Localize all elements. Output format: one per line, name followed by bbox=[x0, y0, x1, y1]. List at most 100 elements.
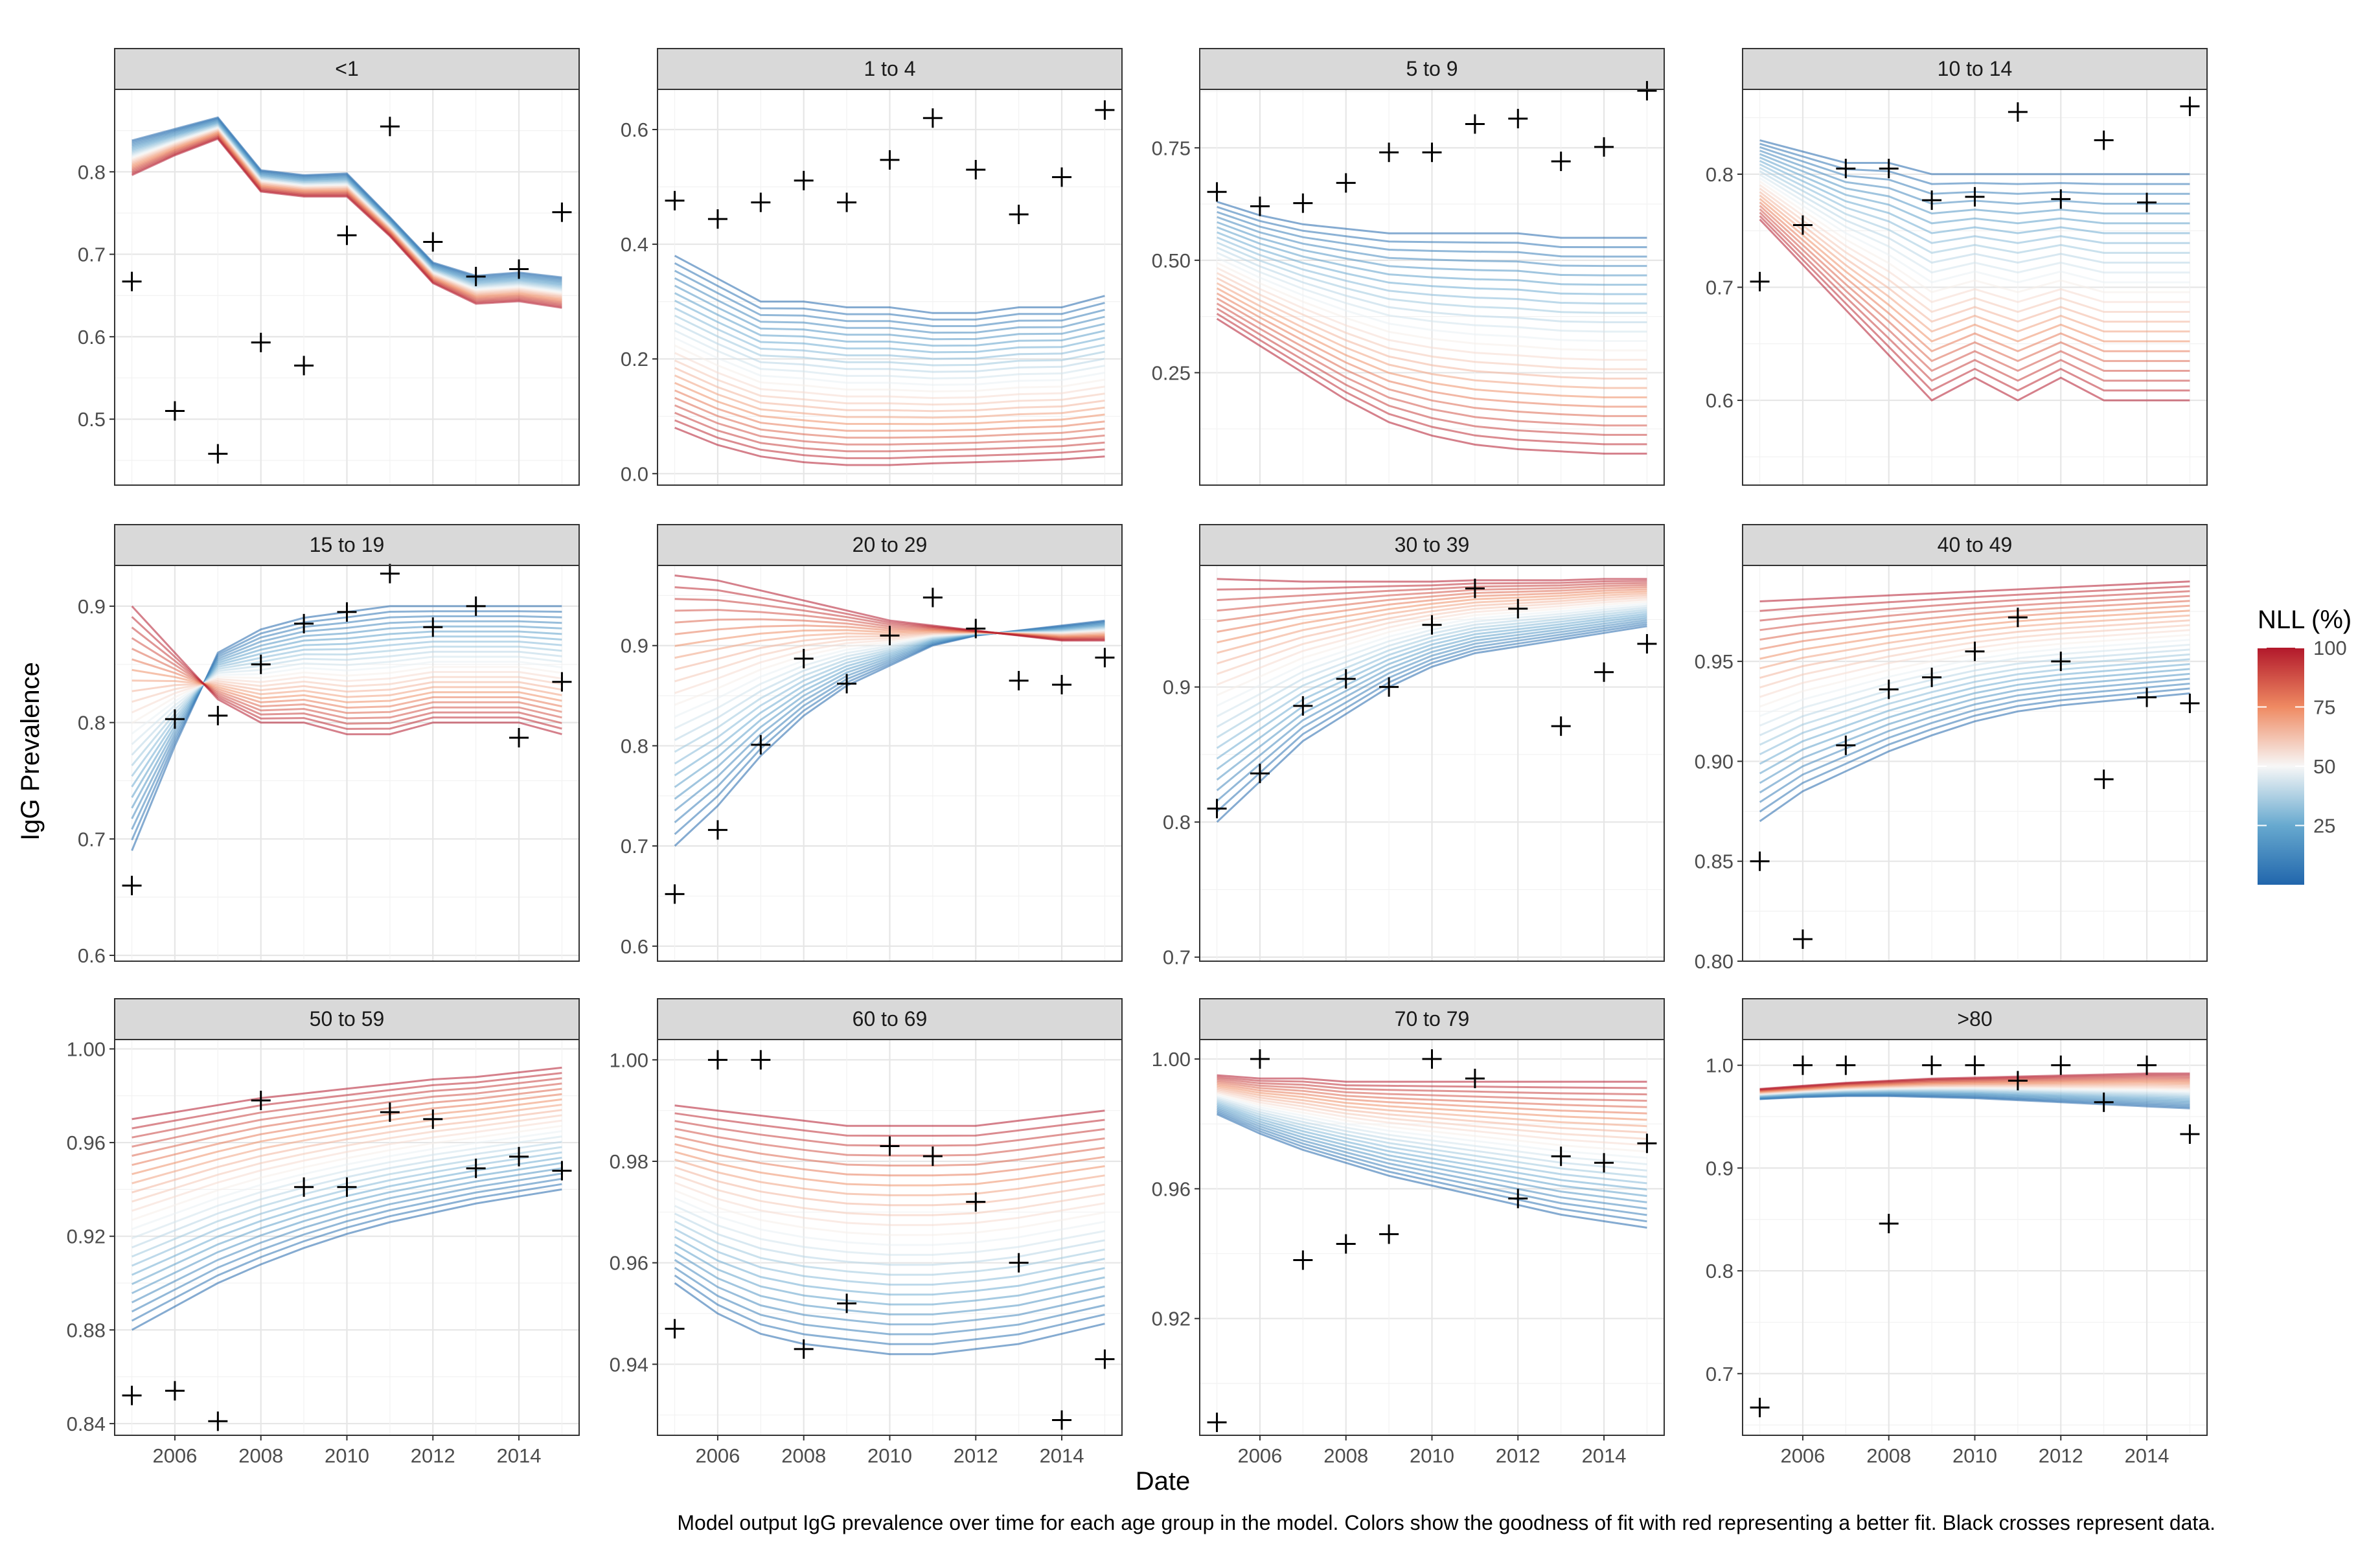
y-tick-label: 0.9 bbox=[621, 635, 648, 657]
model-line bbox=[1216, 267, 1647, 361]
model-line bbox=[131, 1172, 562, 1304]
y-tick-label: 0.98 bbox=[610, 1150, 648, 1173]
model-line bbox=[1217, 1089, 1647, 1140]
model-line bbox=[1216, 625, 1647, 823]
model-line bbox=[674, 269, 1105, 328]
legend-ticks: 100 75 50 25 bbox=[2258, 637, 2347, 837]
data-cross bbox=[1207, 1412, 1227, 1432]
facet-panels: <1 0.5 0.6 0.7 0.8 1 to 4 0.0 0.2 0.4 0.6 5 to 9 0.… bbox=[67, 48, 2208, 1467]
data-cross bbox=[1637, 633, 1657, 654]
y-tick-label: 0.94 bbox=[610, 1353, 648, 1376]
data-cross bbox=[880, 150, 900, 170]
y-tick-label: 0.4 bbox=[621, 233, 648, 256]
x-tick-label: 2006 bbox=[1237, 1444, 1282, 1467]
data-cross bbox=[1879, 1214, 1899, 1234]
model-line bbox=[1759, 692, 2190, 823]
data-cross bbox=[1594, 1153, 1614, 1173]
model-line bbox=[674, 277, 1105, 334]
model-line bbox=[1217, 1084, 1647, 1121]
data-cross bbox=[2137, 1055, 2157, 1075]
y-tick-label: 0.6 bbox=[621, 119, 648, 141]
y-tick-label: 0.6 bbox=[621, 935, 648, 958]
y-tick-label: 0.92 bbox=[67, 1225, 106, 1248]
x-tick-label: 2014 bbox=[1582, 1444, 1627, 1467]
y-tick-label: 0.7 bbox=[1163, 946, 1191, 969]
model-line bbox=[1217, 592, 1647, 654]
model-line bbox=[1759, 212, 2190, 382]
data-cross bbox=[337, 1177, 357, 1197]
model-line bbox=[1216, 297, 1647, 417]
model-line bbox=[674, 1189, 1105, 1236]
x-tick-label: 2014 bbox=[497, 1444, 542, 1467]
model-line bbox=[674, 1150, 1105, 1187]
y-tick-label: 0.84 bbox=[67, 1413, 106, 1435]
model-line bbox=[132, 1066, 562, 1121]
y-tick-label: 0.9 bbox=[1163, 676, 1191, 699]
model-line bbox=[1759, 663, 2190, 765]
model-line bbox=[1217, 1099, 1647, 1178]
model-line bbox=[674, 1220, 1105, 1276]
figure-caption: Model output IgG prevalence over time fo… bbox=[677, 1511, 2215, 1534]
model-line bbox=[132, 1098, 562, 1176]
panel-strip bbox=[657, 524, 1123, 566]
model-line bbox=[1759, 191, 2190, 323]
panel-border bbox=[114, 89, 580, 486]
data-cross bbox=[423, 232, 443, 252]
data-cross bbox=[2180, 693, 2200, 713]
x-tick-label: 2008 bbox=[238, 1444, 283, 1467]
model-line bbox=[1217, 205, 1647, 249]
x-tick-label: 2006 bbox=[695, 1444, 740, 1467]
model-line bbox=[1217, 216, 1647, 267]
model-line bbox=[674, 284, 1105, 341]
model-line bbox=[1759, 677, 2190, 793]
model-line bbox=[1217, 1104, 1647, 1197]
model-line bbox=[1217, 594, 1647, 665]
data-cross bbox=[1836, 735, 1856, 755]
model-line bbox=[132, 1109, 562, 1194]
data-cross bbox=[1465, 1069, 1485, 1089]
model-line bbox=[131, 1188, 562, 1331]
data-cross bbox=[337, 225, 357, 245]
legend-tick-label: 100 bbox=[2313, 637, 2347, 659]
model-line bbox=[1216, 287, 1647, 398]
model-line bbox=[1759, 177, 2190, 284]
x-tick-label: 2012 bbox=[1496, 1444, 1540, 1467]
model-line bbox=[674, 352, 1105, 400]
model-line bbox=[1217, 211, 1647, 258]
model-line bbox=[1217, 236, 1647, 305]
data-cross bbox=[1836, 159, 1856, 179]
model-line bbox=[674, 322, 1105, 373]
model-line bbox=[1216, 272, 1647, 370]
y-tick-label: 0.8 bbox=[1163, 811, 1191, 834]
model-line bbox=[674, 345, 1105, 393]
model-line bbox=[1217, 221, 1647, 277]
panel-strip bbox=[1199, 48, 1665, 90]
panel-title: 5 to 9 bbox=[1406, 57, 1458, 80]
x-tick-label: 2012 bbox=[411, 1444, 455, 1467]
panel-6: 20 to 29 0.6 0.7 0.8 0.9 bbox=[621, 524, 1123, 962]
model-line bbox=[1216, 615, 1647, 770]
data-cross bbox=[1207, 182, 1227, 202]
y-tick-label: 1.00 bbox=[67, 1038, 106, 1060]
model-line bbox=[1216, 317, 1647, 455]
data-cross bbox=[251, 332, 271, 352]
model-line bbox=[1759, 614, 2190, 670]
data-cross bbox=[2008, 1071, 2028, 1091]
x-tick-label: 2010 bbox=[325, 1444, 369, 1467]
y-tick-label: 0.8 bbox=[1706, 163, 1734, 186]
model-line bbox=[674, 1282, 1105, 1356]
data-cross bbox=[1551, 716, 1571, 736]
data-cross bbox=[922, 587, 943, 608]
model-line bbox=[674, 404, 1105, 446]
data-cross bbox=[1551, 1146, 1571, 1166]
data-cross bbox=[1379, 677, 1399, 697]
y-tick-label: 0.88 bbox=[67, 1319, 106, 1341]
data-cross bbox=[509, 259, 529, 279]
data-cross bbox=[1508, 1189, 1528, 1209]
model-line bbox=[1217, 231, 1647, 295]
y-tick-label: 0.96 bbox=[67, 1132, 106, 1154]
model-line bbox=[131, 137, 562, 309]
data-cross bbox=[966, 619, 986, 639]
model-line bbox=[1759, 590, 2190, 622]
y-axis-title: IgG Prevalence bbox=[16, 662, 45, 841]
